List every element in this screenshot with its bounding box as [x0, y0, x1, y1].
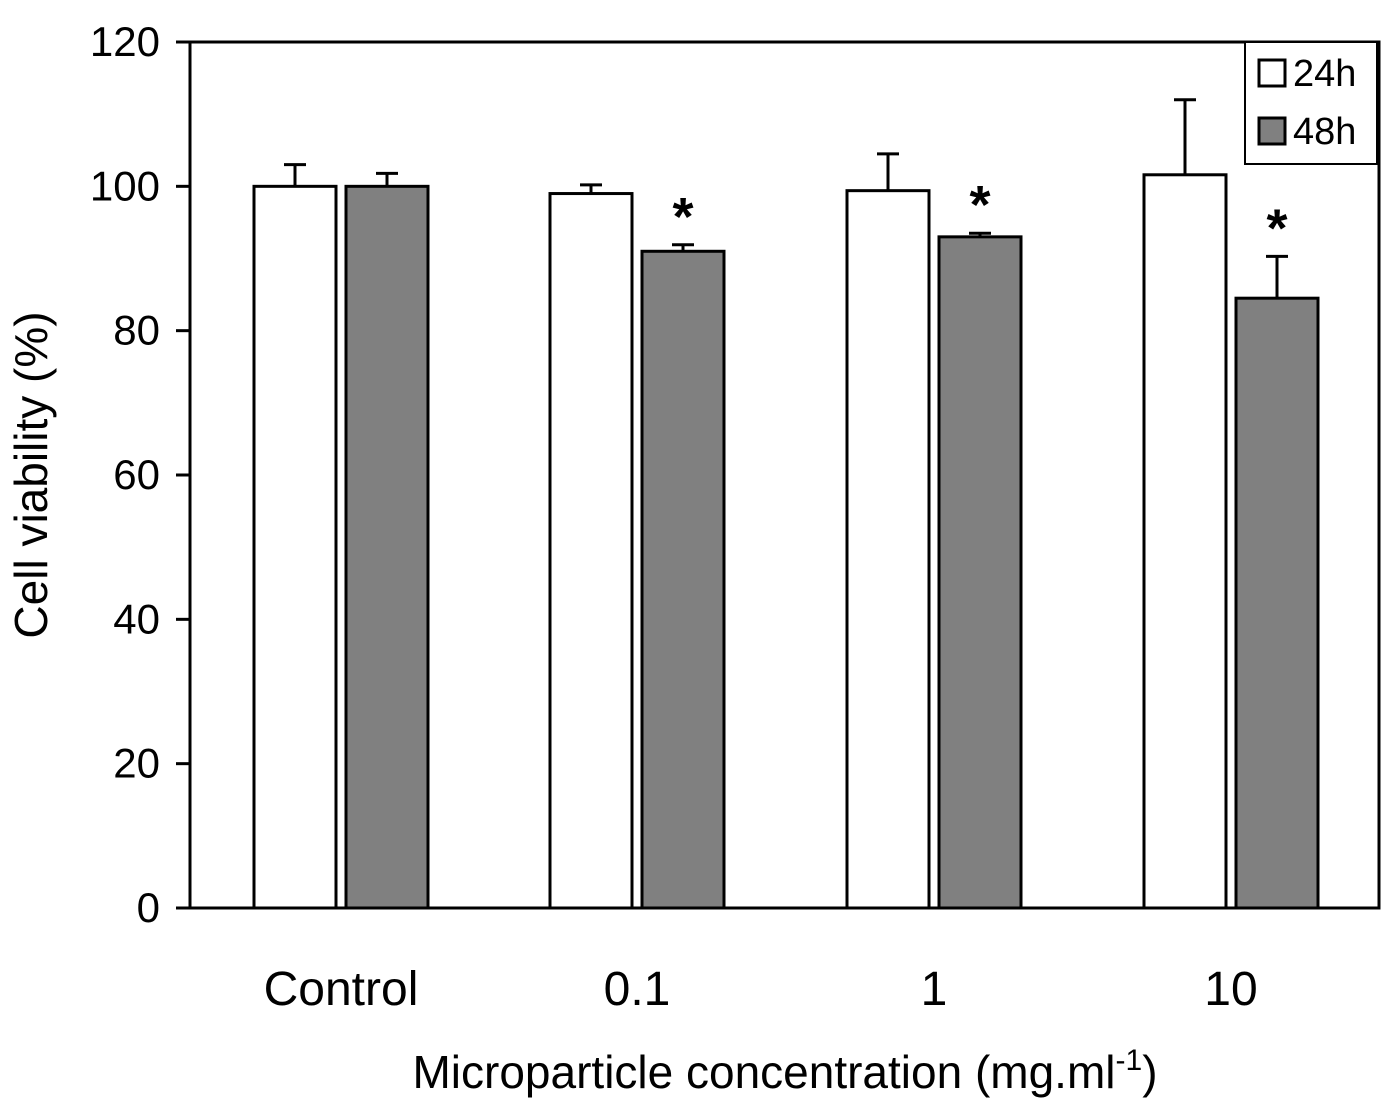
y-tick-label: 120 — [90, 18, 160, 65]
significance-marker: * — [1266, 198, 1287, 258]
x-axis-title-main: Microparticle concentration (mg.ml — [412, 1046, 1115, 1098]
bar-48h-10 — [1234, 296, 1320, 910]
bar-24h-10 — [1142, 173, 1228, 910]
plot-area: * * * — [252, 98, 1320, 910]
legend-swatch-24h — [1257, 58, 1287, 88]
bar-48h-Control — [344, 184, 430, 910]
y-tick-label: 80 — [113, 307, 160, 354]
legend-swatch-48h — [1257, 116, 1287, 146]
y-tick-label: 100 — [90, 162, 160, 209]
x-tick-label: Control — [264, 963, 419, 1016]
x-axis-title-superscript: -1 — [1116, 1044, 1143, 1077]
significance-marker: * — [969, 175, 990, 235]
bar-24h-0.1 — [548, 192, 634, 910]
y-tick-label: 40 — [113, 595, 160, 642]
bar-24h-Control — [252, 184, 338, 910]
axis-titles: Microparticle concentration (mg.ml-1) Ce… — [5, 311, 1158, 1098]
axes: 0 20 40 60 80 100 120 Control 0.1 1 10 — [90, 18, 1381, 1016]
bar-48h-0.1 — [640, 249, 726, 910]
y-tick-label: 60 — [113, 451, 160, 498]
y-tick-label: 20 — [113, 740, 160, 787]
y-tick-label: 0 — [137, 884, 160, 931]
y-axis-title: Cell viability (%) — [5, 311, 57, 638]
legend-label-48h: 48h — [1293, 111, 1356, 153]
legend-label-24h: 24h — [1293, 53, 1356, 95]
bar-48h-1 — [937, 235, 1023, 910]
x-axis-title-suffix: ) — [1142, 1046, 1157, 1098]
x-tick-label: 1 — [921, 963, 948, 1016]
bar-24h-1 — [845, 189, 931, 910]
x-axis-title: Microparticle concentration (mg.ml-1) — [412, 1044, 1157, 1098]
x-tick-label: 10 — [1204, 963, 1257, 1016]
significance-marker: * — [672, 187, 693, 247]
x-tick-label: 0.1 — [604, 963, 671, 1016]
